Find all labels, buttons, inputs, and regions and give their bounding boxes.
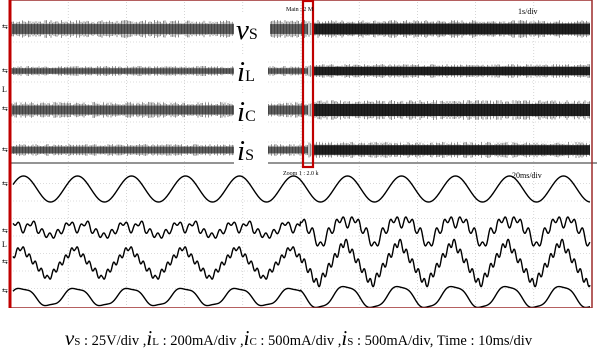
svg-text:⇆: ⇆	[2, 258, 8, 266]
svg-text:⇆: ⇆	[2, 227, 8, 235]
svg-text:L: L	[2, 85, 7, 94]
label-vs: vS	[236, 14, 258, 46]
upper-trace-is	[11, 142, 590, 158]
lower-trace-il	[12, 216, 591, 247]
svg-text:L: L	[2, 240, 7, 249]
lower-trace-ic	[12, 238, 591, 288]
svg-text:⇆: ⇆	[2, 180, 8, 188]
upper-trace-il	[11, 64, 590, 78]
channel-labels: vS iL iC iS	[234, 13, 270, 167]
svg-text:⇆: ⇆	[2, 146, 8, 154]
lower-header: Zoom 1 : 2.0 k	[283, 171, 319, 177]
lower-grid	[10, 166, 592, 306]
upper-grid	[10, 2, 592, 162]
caption: vS : 25V/div , iL : 200mA/div , iC : 500…	[0, 318, 597, 358]
upper-traces	[11, 20, 590, 158]
oscilloscope-display: 1s/div Main : 2 M 20ms/div Zoom 1 : 2.0 …	[0, 0, 597, 308]
caption-il: iL : 200mA/div ,	[146, 325, 244, 350]
label-is: iS	[237, 135, 254, 167]
svg-text:⇆: ⇆	[2, 23, 8, 31]
upper-header: Main : 2 M	[286, 7, 314, 13]
zoom-window	[301, 0, 315, 169]
channel-markers: ⇆ ⇆ L ⇆ ⇆ ⇆ ⇆ L ⇆ ⇆	[2, 23, 8, 295]
caption-vs: vS : 25V/div ,	[64, 325, 147, 350]
svg-text:⇆: ⇆	[2, 287, 8, 295]
upper-trace-ic	[11, 100, 590, 120]
svg-text:⇆: ⇆	[2, 67, 8, 75]
label-ic: iC	[237, 96, 256, 128]
lower-trace-vs	[12, 175, 591, 203]
lower-scale: 20ms/div	[512, 171, 542, 180]
upper-scale: 1s/div	[518, 7, 538, 16]
svg-text:⇆: ⇆	[2, 105, 8, 113]
caption-ic: iC : 500mA/div ,	[243, 325, 342, 350]
lower-traces	[12, 175, 591, 308]
label-il: iL	[237, 56, 255, 88]
lower-trace-is	[12, 285, 591, 308]
caption-is: iS : 500mA/div, Time : 10ms/div	[341, 325, 533, 350]
